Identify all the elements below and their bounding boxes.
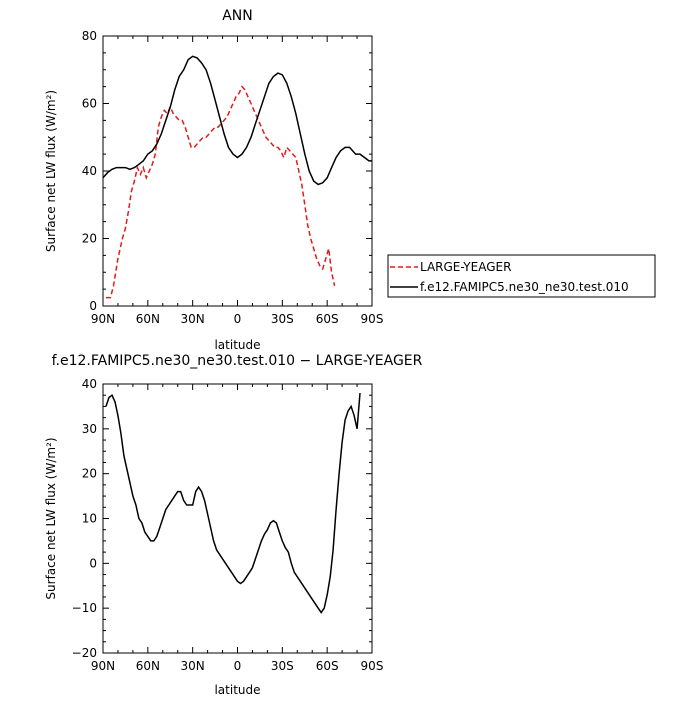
x-tick-label: 0 bbox=[234, 312, 242, 326]
x-tick-label: 30N bbox=[181, 659, 205, 673]
x-tick-label: 90N bbox=[91, 659, 115, 673]
y-axis-label: Surface net LW flux (W/m²) bbox=[44, 437, 58, 599]
x-tick-label: 60S bbox=[316, 312, 339, 326]
y-tick-label: 10 bbox=[82, 512, 97, 526]
y-tick-label: 20 bbox=[82, 467, 97, 481]
x-tick-label: 60N bbox=[136, 659, 160, 673]
series-line-0 bbox=[105, 392, 361, 614]
x-tick-label: 90S bbox=[361, 659, 384, 673]
x-tick-label: 60N bbox=[136, 312, 160, 326]
x-tick-label: 30N bbox=[181, 312, 205, 326]
x-tick-label: 60S bbox=[316, 659, 339, 673]
plot-frame bbox=[102, 35, 373, 307]
chart-title: f.e12.FAMIPC5.ne30_ne30.test.010 − LARGE… bbox=[52, 353, 423, 369]
series-group bbox=[102, 55, 372, 299]
y-tick-label: −10 bbox=[72, 601, 97, 615]
x-tick-label: 90N bbox=[91, 312, 115, 326]
chart-title: ANN bbox=[222, 8, 253, 24]
y-tick-label: 40 bbox=[82, 164, 97, 178]
legend-label-large-yeager: LARGE-YEAGER bbox=[420, 260, 511, 274]
legend-label-model: f.e12.FAMIPC5.ne30_ne30.test.010 bbox=[420, 280, 629, 294]
y-axis-label: Surface net LW flux (W/m²) bbox=[44, 90, 58, 252]
series-line-1 bbox=[102, 55, 372, 186]
x-tick-label: 30S bbox=[271, 312, 294, 326]
legend: LARGE-YEAGER f.e12.FAMIPC5.ne30_ne30.tes… bbox=[387, 254, 656, 298]
y-tick-label: 40 bbox=[82, 377, 97, 391]
series-line-0 bbox=[106, 85, 336, 299]
legend-box bbox=[387, 254, 656, 298]
panel-difference: f.e12.FAMIPC5.ne30_ne30.test.010 − LARGE… bbox=[44, 353, 423, 697]
y-tick-label: 80 bbox=[82, 29, 97, 43]
x-axis-label: latitude bbox=[214, 683, 260, 697]
plot-frame bbox=[102, 383, 373, 654]
y-tick-label: 0 bbox=[89, 556, 97, 570]
x-tick-label: 90S bbox=[361, 312, 384, 326]
y-tick-label: 30 bbox=[82, 422, 97, 436]
y-tick-label: 0 bbox=[89, 299, 97, 313]
series-group bbox=[105, 392, 361, 614]
y-tick-label: 60 bbox=[82, 97, 97, 111]
x-tick-label: 0 bbox=[234, 659, 242, 673]
panel-annual: ANN Surface net LW flux (W/m²) latitude … bbox=[44, 8, 383, 352]
axes: 90N 60N 30N 0 30S 60S 90S 0 20 40 60 80 bbox=[82, 29, 384, 326]
y-tick-label: 20 bbox=[82, 232, 97, 246]
axes: 90N 60N 30N 0 30S 60S 90S −20 −10 0 10 20 30 40 bbox=[72, 377, 384, 673]
x-axis-label: latitude bbox=[214, 338, 260, 352]
x-tick-label: 30S bbox=[271, 659, 294, 673]
y-tick-label: −20 bbox=[72, 646, 97, 660]
